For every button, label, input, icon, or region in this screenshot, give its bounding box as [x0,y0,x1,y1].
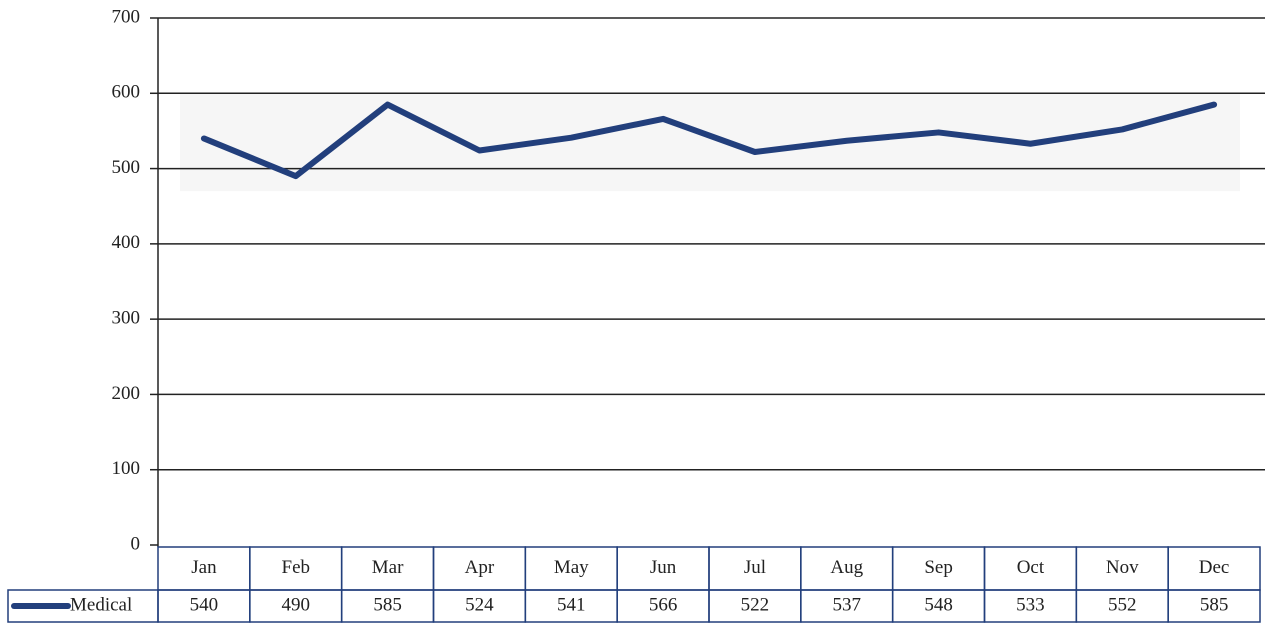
table-value: 566 [649,594,678,615]
data-line [200,101,1218,180]
x-tick-label: Feb [282,557,311,578]
x-tick-label: Jun [650,557,677,578]
x-tick-label: Apr [465,557,495,578]
y-tick-label: 0 [131,533,141,554]
y-tick-label: 700 [112,6,141,27]
x-tick-label: Oct [1017,557,1045,578]
table-value: 537 [833,594,862,615]
y-tick-label: 300 [112,308,141,329]
table-cell [1167,589,1261,623]
table-value: 522 [741,594,770,615]
x-tick-label: Jul [744,557,766,578]
x-tick-label: Dec [1199,557,1230,578]
table-value: 490 [282,594,311,615]
y-tick-label: 500 [112,157,141,178]
x-tick-label: May [554,557,589,578]
table-value: 585 [1200,594,1229,615]
legend-label: Medical [70,594,132,615]
table-value: 548 [924,594,953,615]
table-value: 552 [1108,594,1137,615]
y-tick-label: 200 [112,383,141,404]
table-value: 541 [557,594,586,615]
x-tick-label: Aug [830,557,863,578]
x-tick-label: Mar [372,557,404,578]
x-tick-label: Nov [1106,557,1139,578]
y-tick-label: 400 [112,232,141,253]
table-value: 585 [373,594,402,615]
plot-background [180,93,1240,192]
y-tick-label: 600 [112,82,141,103]
table-value: 533 [1016,594,1045,615]
y-tick-label: 100 [112,458,141,479]
x-tick-label: Sep [924,557,953,578]
table-value: 540 [190,594,219,615]
x-tick-label: Jan [191,557,217,578]
table-value: 524 [465,594,494,615]
